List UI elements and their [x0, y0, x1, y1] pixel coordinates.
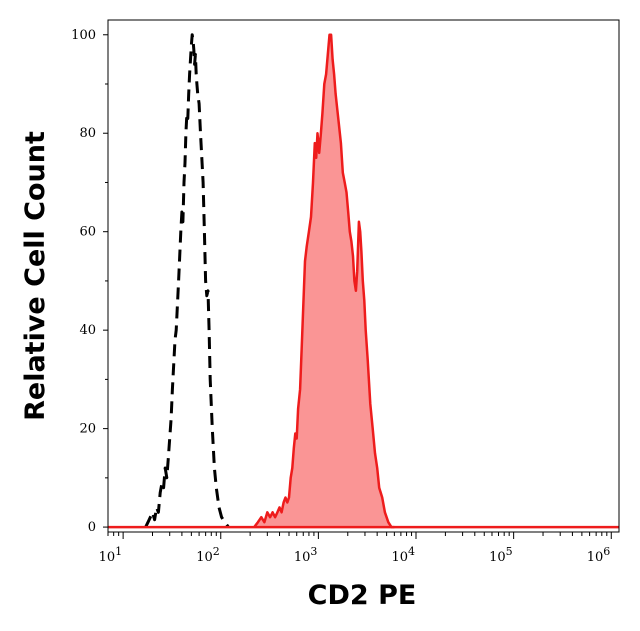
- x-tick-label: 103: [294, 545, 318, 565]
- y-tick-label: 40: [79, 323, 96, 338]
- y-tick-label: 0: [88, 520, 96, 535]
- y-axis-title: Relative Cell Count: [20, 131, 51, 421]
- y-tick-label: 80: [79, 126, 96, 141]
- tick-layer: 0 20 40 60 80 100 101 102 103 104 105 106: [71, 28, 612, 565]
- x-tick-label: 102: [196, 545, 220, 565]
- plot-border: [107, 19, 620, 533]
- x-tick-label: 104: [391, 545, 415, 565]
- y-tick-label: 60: [79, 225, 96, 240]
- x-tick-label: 106: [587, 545, 611, 565]
- x-tick-label: 105: [489, 545, 513, 565]
- series-layer: [108, 33, 619, 529]
- x-axis-title: CD2 PE: [308, 580, 417, 611]
- y-tick-label: 20: [79, 422, 96, 437]
- plot-frame: [107, 19, 620, 533]
- series-1-line: [253, 33, 395, 529]
- x-tick-label: 101: [99, 545, 123, 565]
- series-0-line: [144, 33, 230, 529]
- series-1-area: [254, 34, 395, 528]
- y-tick-label: 100: [71, 28, 96, 43]
